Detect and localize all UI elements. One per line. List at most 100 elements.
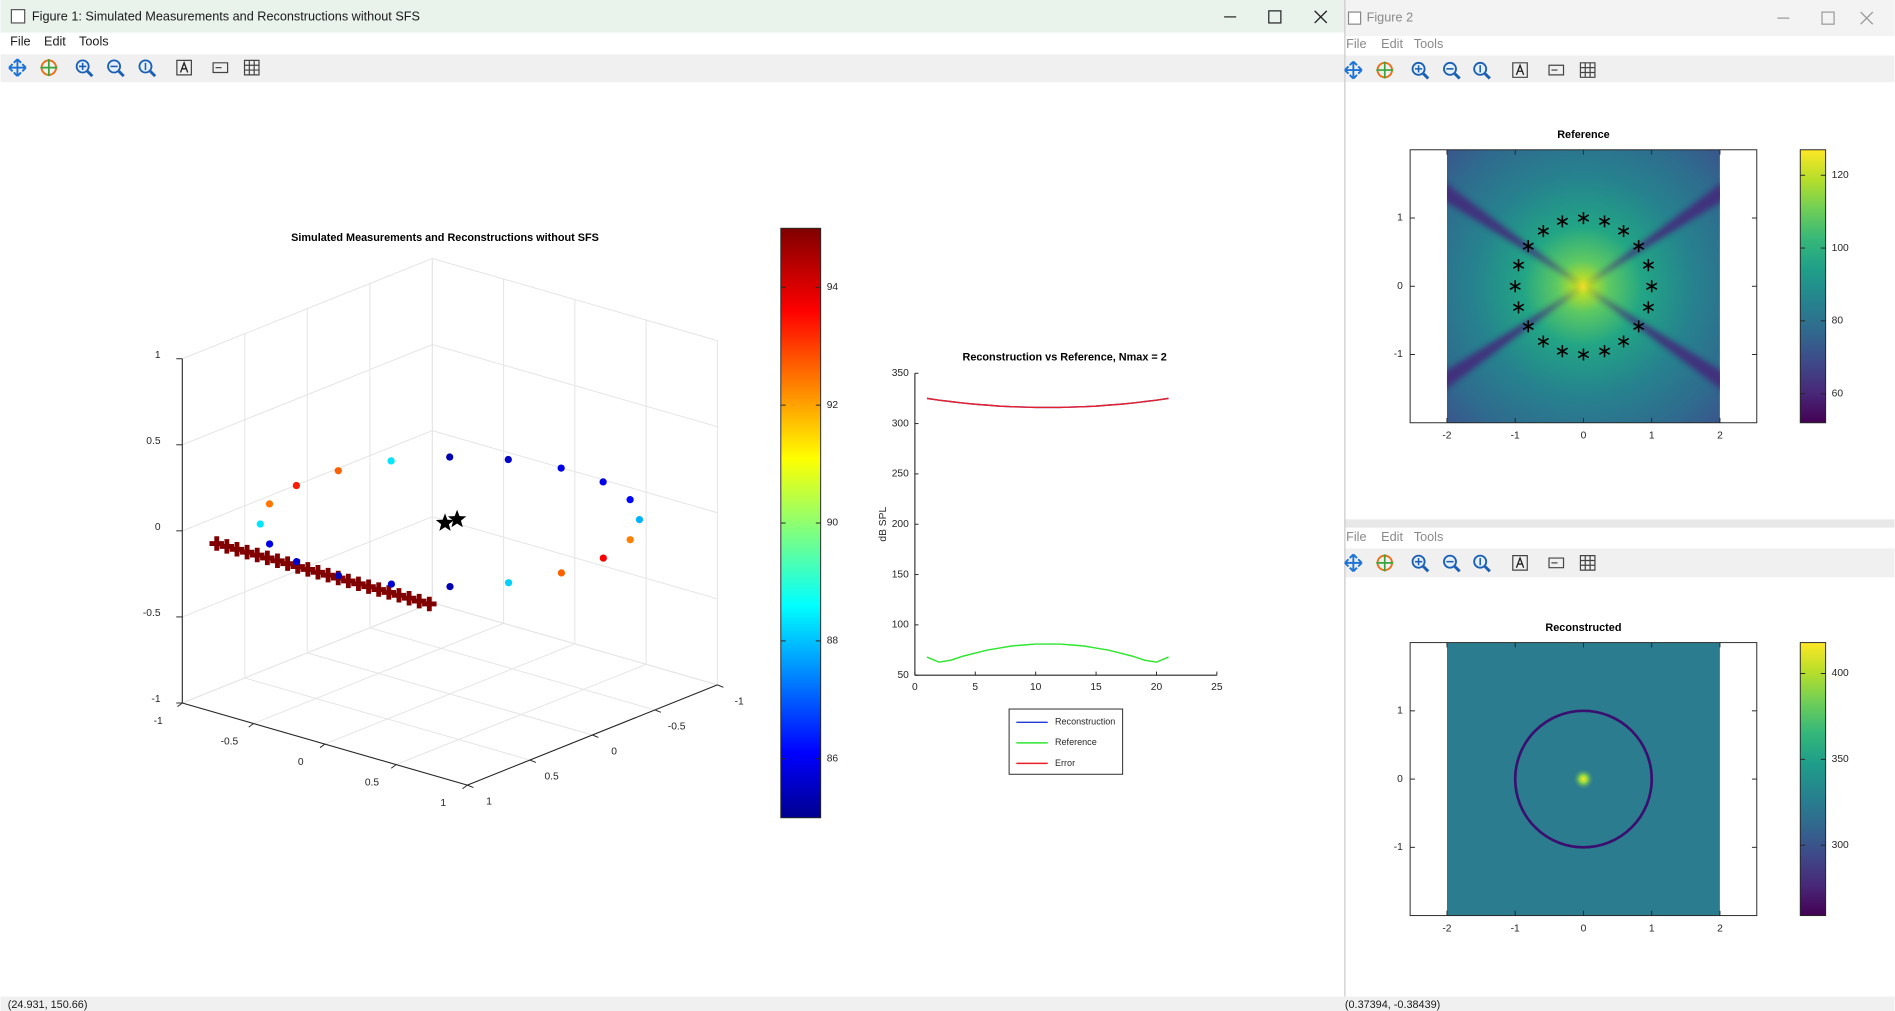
y-tick-label: 1 <box>1397 706 1403 717</box>
toolbar-button[interactable] <box>1579 62 1596 78</box>
colorbar-tick-label: 80 <box>1832 316 1844 327</box>
z-tick-label: 1 <box>155 350 161 361</box>
menu-item[interactable]: File <box>10 35 30 49</box>
close-button[interactable] <box>1314 10 1328 24</box>
microphone-marker <box>1522 240 1534 253</box>
z-tick-label: -0.5 <box>143 608 161 619</box>
colorbar-tick-label: 350 <box>1832 754 1849 765</box>
colorbar-frame <box>1799 149 1827 424</box>
close-button[interactable] <box>1860 11 1874 25</box>
tick-mark <box>319 743 326 749</box>
toolbar-button[interactable] <box>1473 61 1491 80</box>
toolbar-button[interactable] <box>1548 64 1565 76</box>
icon-shape <box>40 59 58 77</box>
toolbar-button[interactable] <box>1376 61 1394 79</box>
toolbar-button[interactable] <box>1443 554 1461 573</box>
toolbar-button[interactable] <box>1411 61 1430 80</box>
y-tick-label: -0.5 <box>668 722 686 733</box>
toolbar-button[interactable] <box>1344 553 1363 573</box>
toolbar-button[interactable] <box>138 59 157 78</box>
measurement-point <box>504 579 513 587</box>
window-figure1 <box>0 0 1345 1011</box>
measurement-point <box>446 582 454 591</box>
x-tick-label: 1 <box>1649 431 1655 442</box>
grid-line <box>432 344 718 428</box>
toolbar-button[interactable] <box>1473 554 1491 573</box>
grid-line <box>369 627 656 711</box>
y-tick-label: 0.5 <box>544 772 559 783</box>
tick-mark <box>390 764 397 769</box>
toolbar-button[interactable] <box>1579 555 1596 571</box>
toolbar-button[interactable] <box>8 58 27 77</box>
z-tick-label: -1 <box>151 694 160 705</box>
menu-item[interactable]: File <box>1346 37 1366 51</box>
colorbar <box>780 228 821 818</box>
microphone-marker <box>1646 280 1658 293</box>
z-tick-label: 0.5 <box>146 436 161 447</box>
toolbar-button[interactable] <box>107 59 125 78</box>
toolbar-button[interactable] <box>1443 61 1461 80</box>
toolbar-button[interactable] <box>1512 62 1528 78</box>
measurement-point <box>265 500 274 508</box>
icon-shape <box>1414 558 1423 566</box>
microphone-marker <box>1577 348 1590 361</box>
menu-item[interactable]: Edit <box>1381 530 1403 544</box>
measurement-point <box>599 478 607 486</box>
x-tick-label: -2 <box>1442 924 1451 935</box>
icon-shape <box>1483 72 1491 80</box>
maximize-button[interactable] <box>1821 11 1835 25</box>
icon-shape <box>1453 72 1461 80</box>
menu-item[interactable]: Tools <box>79 35 109 49</box>
icon-shape <box>1512 555 1528 571</box>
y-tick-label: 200 <box>892 519 909 530</box>
source-marker <box>351 576 366 592</box>
toolbar-button[interactable] <box>1411 554 1430 573</box>
y-tick-label: 0 <box>611 747 617 758</box>
toolbar-button[interactable] <box>212 62 229 74</box>
y-tick-label: -1 <box>1394 842 1403 853</box>
toolbar-button[interactable] <box>176 59 192 76</box>
microphone-marker <box>1642 301 1654 314</box>
tick-mark <box>467 784 474 788</box>
icon-shape <box>1376 61 1394 79</box>
toolbar-button[interactable] <box>243 59 260 76</box>
icon-shape <box>79 62 87 71</box>
x-tick-label: 0 <box>298 757 304 768</box>
menu-item[interactable]: Tools <box>1414 530 1444 544</box>
measurement-point <box>626 496 634 504</box>
icon-shape <box>1548 557 1565 569</box>
menu-item[interactable]: File <box>1346 530 1366 544</box>
maximize-button[interactable] <box>1268 10 1282 24</box>
source-marker <box>239 544 255 560</box>
x-tick-label: 0 <box>912 682 918 693</box>
toolbar-button[interactable] <box>1512 555 1528 571</box>
window-edge <box>1344 519 1895 528</box>
toolbar-button[interactable] <box>1376 554 1394 572</box>
toolbar-button[interactable] <box>1344 60 1363 80</box>
toolbar-button[interactable] <box>1548 557 1565 569</box>
legend-label: Reference <box>1055 737 1097 747</box>
colorbar-tick-label: 90 <box>827 518 839 529</box>
x-tick-label: -1 <box>154 716 163 727</box>
x-tick-label: 2 <box>1717 431 1723 442</box>
icon-shape <box>1579 62 1596 78</box>
menu-item[interactable]: Edit <box>1381 37 1403 51</box>
source-marker <box>320 567 336 583</box>
x-tick-label: -2 <box>1442 431 1451 442</box>
x-tick-label: 25 <box>1211 682 1223 693</box>
measurement-point <box>334 571 343 580</box>
window-title: Figure 1: Simulated Measurements and Rec… <box>32 9 420 23</box>
icon-shape <box>117 70 125 78</box>
toolbar-button[interactable] <box>75 59 94 78</box>
x-tick-label: 0 <box>1581 431 1587 442</box>
app-icon <box>1347 11 1362 25</box>
chart-title: Reconstruction vs Reference, Nmax = 2 <box>963 351 1167 363</box>
source-marker <box>280 556 295 571</box>
menu-item[interactable]: Edit <box>44 35 66 49</box>
grid-line <box>432 430 718 514</box>
toolbar-button[interactable] <box>40 59 58 77</box>
menu-item[interactable]: Tools <box>1414 37 1444 51</box>
y-tick-label: 0 <box>1397 774 1403 785</box>
chart-title: Simulated Measurements and Reconstructio… <box>291 232 599 244</box>
